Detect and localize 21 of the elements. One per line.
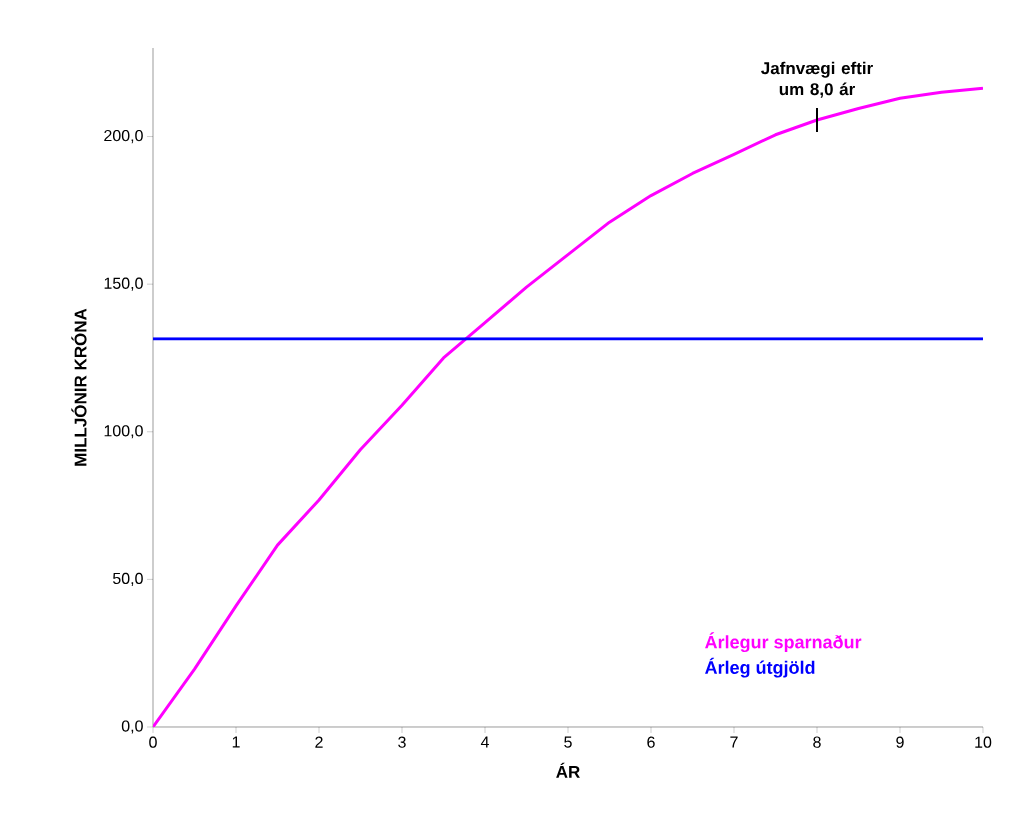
x-tick-label: 1 — [232, 736, 240, 748]
x-tick-label: 9 — [896, 736, 904, 748]
x-tick-label: 2 — [315, 736, 323, 748]
x-axis-title: ÁR — [556, 762, 580, 778]
y-tick-label: 100,0 — [104, 425, 143, 439]
annotation: Jafnvægi eftir um 8,0 ár — [761, 61, 873, 98]
x-tick-label: 5 — [564, 736, 572, 748]
text: Árleg útgjöld — [705, 657, 815, 678]
x-tick-label: 10 — [975, 736, 992, 748]
x-tick-label: 6 — [647, 736, 655, 748]
x-tick-label: 7 — [730, 736, 738, 748]
x-tick-label: 4 — [480, 736, 489, 748]
y-tick-label: 200,0 — [104, 129, 143, 144]
x-tick-label: 3 — [398, 736, 406, 748]
y-tick-label: 150,0 — [104, 277, 143, 291]
y-tick-label: 0,0 — [121, 720, 143, 734]
y-tick-label: 50,0 — [112, 572, 143, 586]
y-axis-title: MILLJÓNIR KRÓNA — [71, 308, 87, 466]
x-tick-label: 8 — [813, 736, 821, 748]
x-tick-label: 0 — [149, 736, 157, 748]
text: Árlegur sparnaður — [705, 632, 862, 653]
